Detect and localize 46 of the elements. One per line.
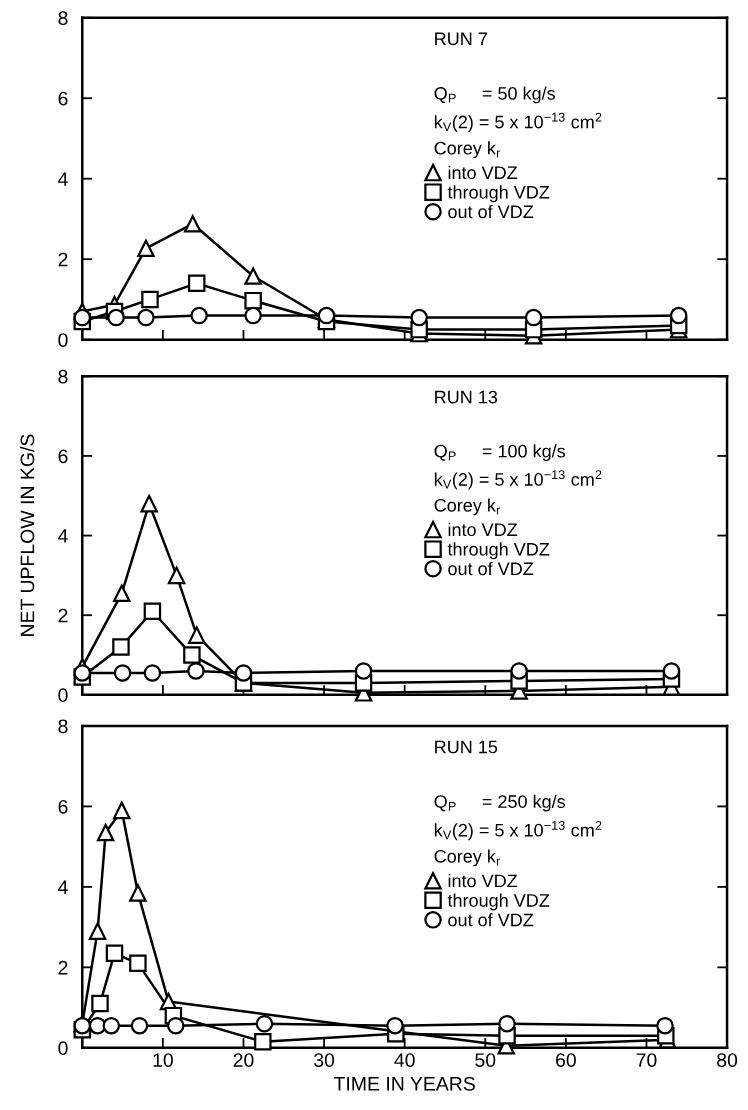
y-tick-label: 4 <box>58 529 68 543</box>
y-tick-label: 2 <box>58 960 68 975</box>
annotation: RUN 13 <box>435 390 498 404</box>
x-tick-label: 20 <box>233 1053 254 1067</box>
legend-label: into VDZ <box>448 874 518 888</box>
text: Q$_{P}$ = 50 kg/s <box>434 86 556 104</box>
annotation: Corey k$_{r}$ <box>434 849 501 867</box>
x-tick-label: 80 <box>717 1053 738 1067</box>
y-tick-label: 0 <box>58 688 68 703</box>
x-tick-label: 60 <box>556 1053 576 1067</box>
annotation: k$_{V}$(2) = 5 x 10$^{−13}$ cm$^{2}$ <box>434 112 602 132</box>
y-tick-label: 4 <box>58 880 68 894</box>
text: Q$_{P}$ = 250 kg/s <box>434 794 566 812</box>
y-tick-label: 8 <box>58 369 68 384</box>
x-tick-label: 10 <box>153 1053 173 1067</box>
annotation: Corey k$_{r}$ <box>434 498 501 516</box>
y-tick-label: 6 <box>58 799 68 814</box>
y-tick-label: 0 <box>58 1041 68 1056</box>
x-tick-label: 70 <box>636 1053 657 1067</box>
annotation: k$_{V}$(2) = 5 x 10$^{−13}$ cm$^{2}$ <box>434 470 602 490</box>
y-tick-label: 0 <box>58 333 68 347</box>
legend-label: into VDZ <box>448 165 518 180</box>
legend-label: through VDZ <box>447 893 550 911</box>
y-tick-label: 2 <box>58 252 68 267</box>
y-tick-label: 2 <box>58 608 68 623</box>
annotation: Corey k$_{r}$ <box>434 141 501 159</box>
y-tick-label: 4 <box>58 172 68 186</box>
y-axis-title: NET UPFLOW IN KG/S <box>20 434 35 636</box>
x-axis-title: TIME IN YEARS <box>333 1076 475 1091</box>
legend-label: through VDZ <box>447 185 550 203</box>
y-tick-label: 8 <box>58 719 68 734</box>
x-tick-label: 30 <box>314 1053 335 1067</box>
y-tick-label: 6 <box>58 449 68 464</box>
legend-label: out of VDZ <box>448 913 534 927</box>
y-tick-label: 8 <box>58 11 68 25</box>
annotation: RUN 7 <box>435 32 487 46</box>
x-tick-label: 40 <box>394 1053 415 1067</box>
y-tick-label: 6 <box>58 91 68 106</box>
legend-label: through VDZ <box>447 542 550 560</box>
legend-label: out of VDZ <box>448 561 534 576</box>
annotation: k$_{V}$(2) = 5 x 10$^{−13}$ cm$^{2}$ <box>434 820 602 841</box>
annotation: RUN 15 <box>435 740 498 754</box>
text: Q$_{P}$ = 100 kg/s <box>434 444 566 462</box>
x-tick-label: 50 <box>475 1053 496 1067</box>
legend-label: into VDZ <box>448 522 518 537</box>
legend-label: out of VDZ <box>448 204 534 219</box>
